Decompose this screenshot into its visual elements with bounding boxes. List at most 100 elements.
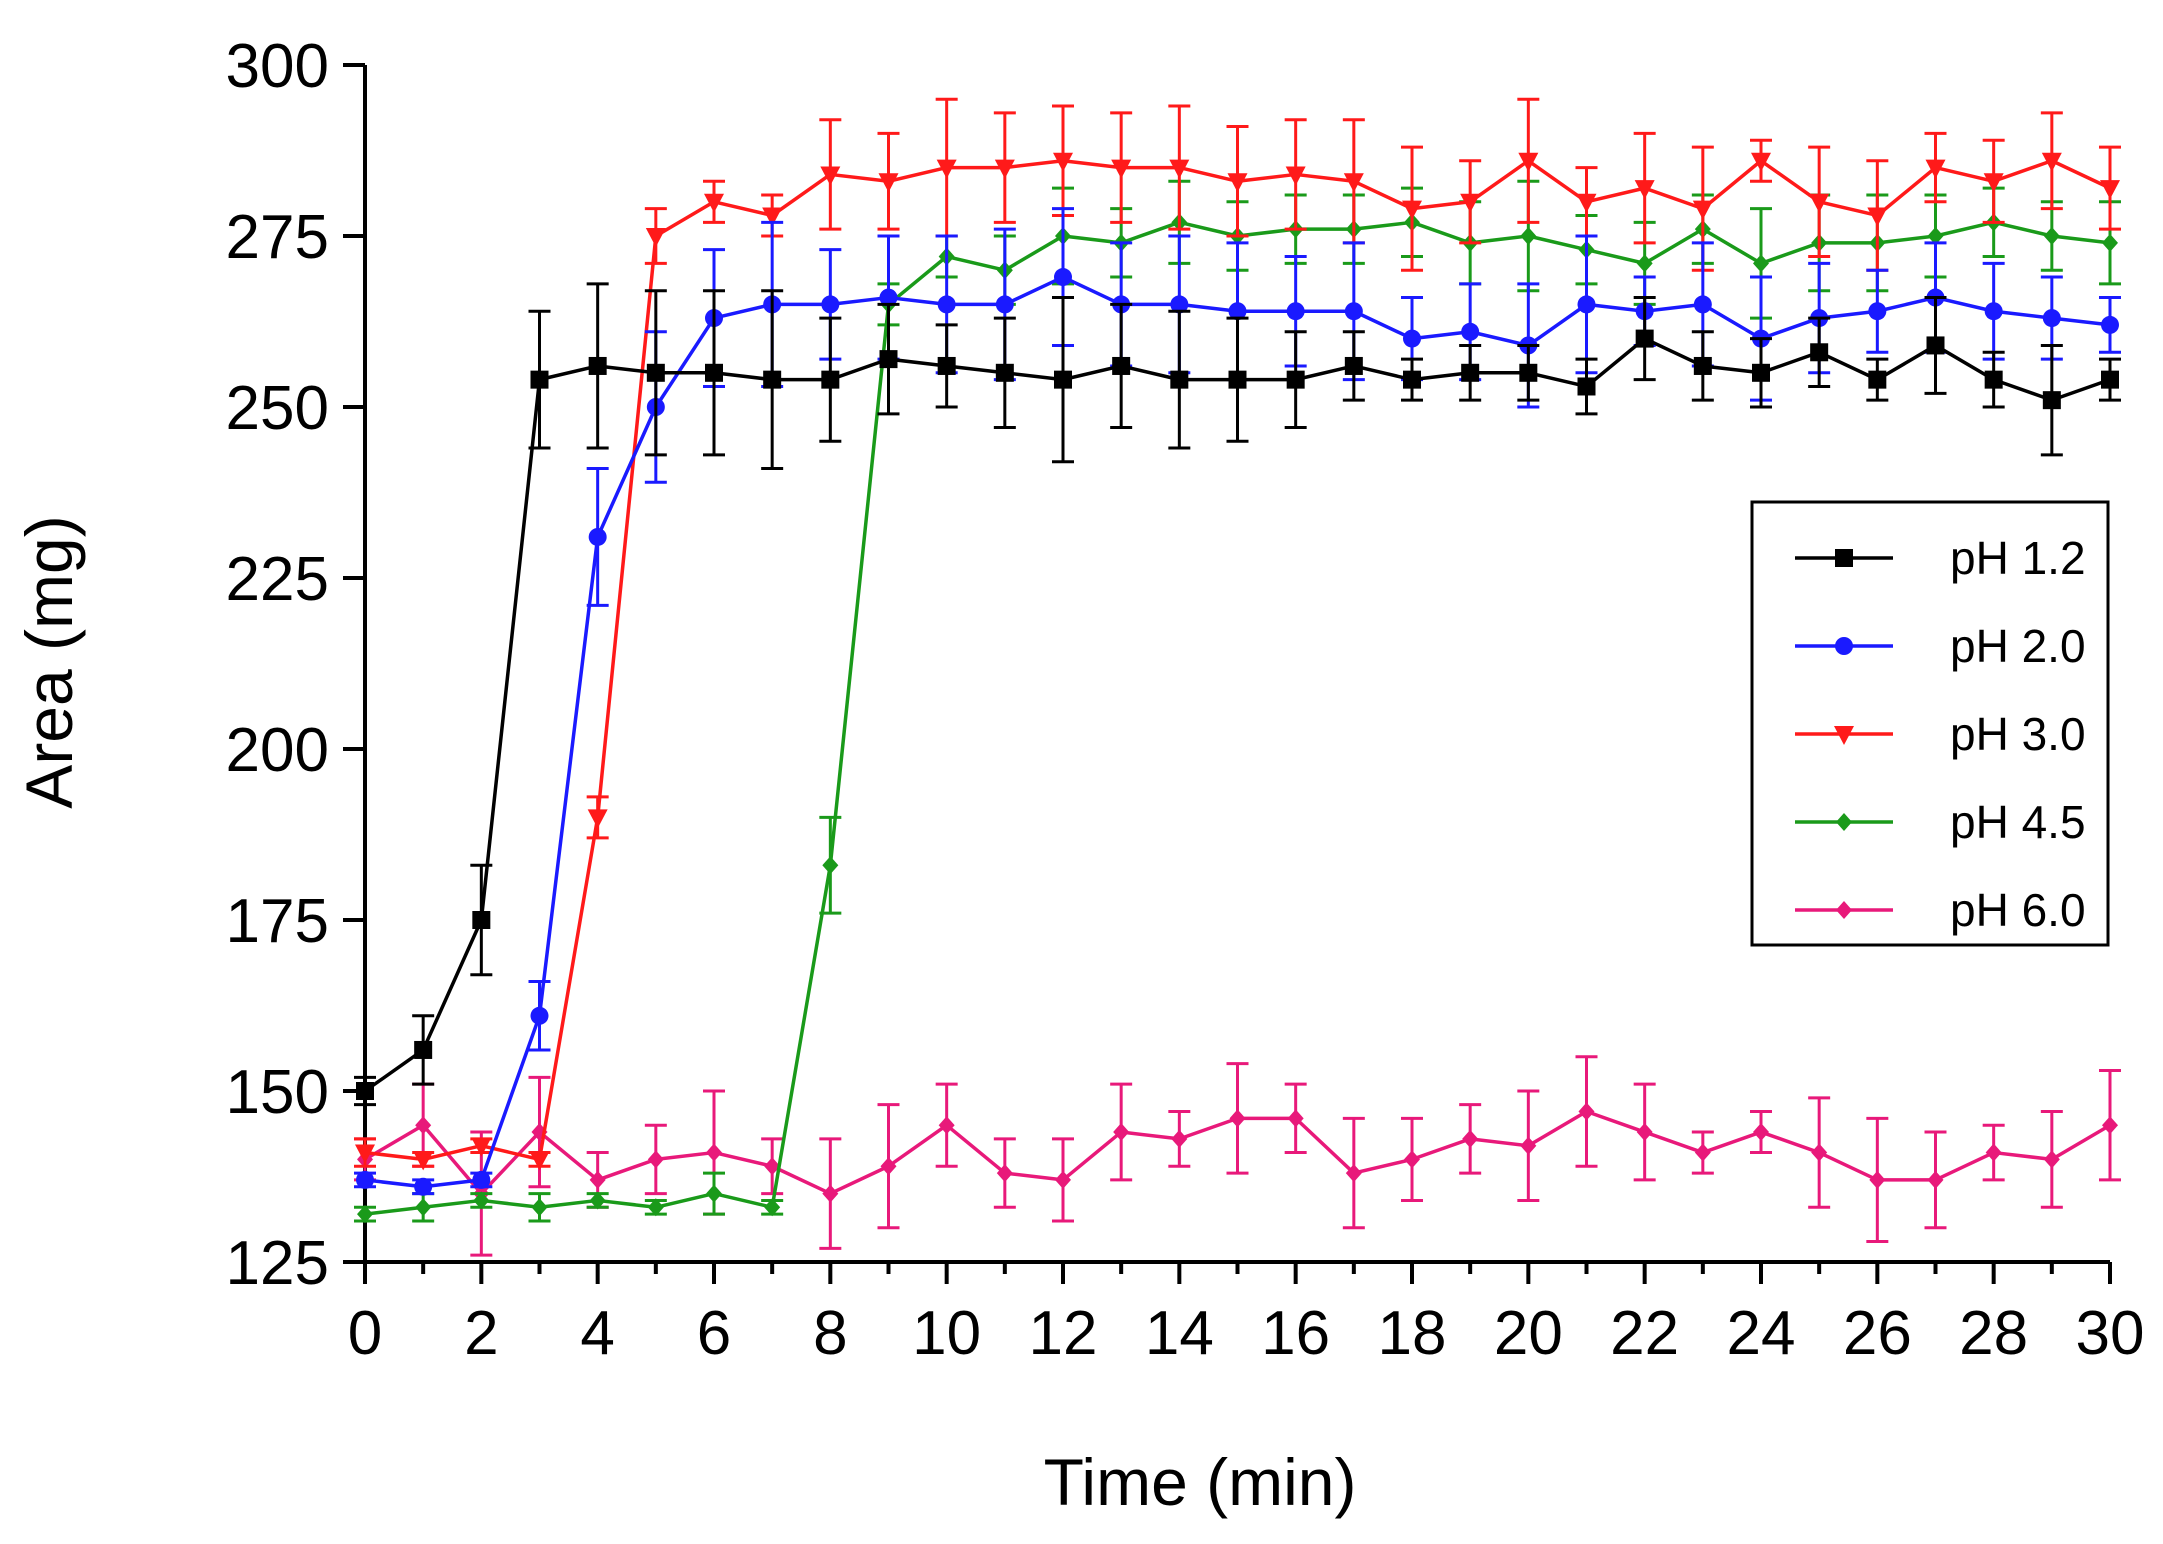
data-point — [1925, 159, 1946, 179]
data-point — [1753, 1123, 1769, 1142]
data-point — [1577, 295, 1596, 314]
data-point — [414, 1177, 433, 1196]
legend-label: pH 6.0 — [1950, 884, 2086, 936]
data-point — [415, 1116, 432, 1135]
data-point — [994, 159, 1015, 179]
data-point — [2043, 227, 2060, 245]
data-point — [937, 356, 956, 375]
data-point — [1170, 295, 1189, 314]
data-point — [646, 363, 665, 382]
data-point — [1344, 356, 1363, 375]
legend-item: pH 1.2 — [1795, 532, 2086, 584]
data-point — [356, 1082, 374, 1100]
data-point — [531, 1198, 548, 1217]
data-point — [995, 295, 1014, 314]
y-tick-label: 275 — [226, 203, 329, 272]
data-point — [1636, 1123, 1653, 1142]
data-point — [1983, 173, 2004, 193]
x-tick-label: 14 — [1145, 1299, 1214, 1368]
data-point — [1343, 173, 1364, 193]
data-point — [1404, 1150, 1420, 1169]
x-tick-label: 30 — [2076, 1299, 2145, 1368]
data-point — [822, 856, 839, 875]
data-point — [2041, 152, 2062, 172]
x-tick-label: 6 — [697, 1299, 731, 1368]
legend-marker — [1835, 637, 1853, 655]
data-point — [1461, 363, 1480, 382]
data-point — [1927, 227, 1944, 245]
data-point — [413, 1151, 434, 1171]
data-point — [1634, 180, 1655, 200]
data-point — [1228, 302, 1247, 321]
series-pH-3-0 — [354, 97, 2121, 1171]
legend-box — [1750, 500, 2110, 947]
data-point — [1345, 1164, 1362, 1183]
y-axis-ticks: 125 150 175 200 225 250 275 300 — [226, 32, 365, 1298]
y-tick-label: 125 — [226, 1229, 329, 1298]
legend-item: pH 6.0 — [1795, 884, 2086, 936]
legend-label: pH 3.0 — [1950, 708, 2086, 760]
data-point — [589, 1170, 606, 1189]
data-point — [1286, 370, 1305, 389]
legend-item: pH 4.5 — [1795, 796, 2086, 848]
data-point — [1577, 377, 1596, 396]
data-point — [1811, 1143, 1828, 1162]
x-tick-label: 28 — [1959, 1299, 2028, 1368]
data-point — [1460, 193, 1481, 213]
data-point — [1927, 1170, 1944, 1189]
data-point — [1461, 322, 1480, 341]
data-point — [530, 1006, 549, 1025]
legend-item: pH 2.0 — [1795, 620, 2086, 672]
x-tick-label: 0 — [348, 1299, 382, 1368]
y-tick-label: 225 — [226, 545, 329, 614]
data-point — [1169, 159, 1190, 179]
data-point — [1344, 302, 1363, 321]
data-point — [2102, 233, 2118, 252]
legend-marker — [1835, 549, 1853, 567]
data-point — [1286, 302, 1305, 321]
data-point — [880, 1157, 897, 1176]
plot-area — [354, 97, 2121, 1257]
x-tick-label: 20 — [1494, 1299, 1563, 1368]
x-tick-label: 22 — [1610, 1299, 1679, 1368]
data-point — [1403, 329, 1421, 348]
data-point — [878, 173, 899, 193]
data-point — [996, 1164, 1013, 1183]
data-point — [647, 1198, 664, 1217]
data-point — [357, 1205, 373, 1224]
data-point — [473, 1191, 490, 1210]
legend-label: pH 2.0 — [1950, 620, 2086, 672]
data-point — [764, 1157, 781, 1176]
data-point — [472, 1170, 491, 1189]
y-tick-label: 200 — [226, 716, 329, 785]
data-point — [2101, 370, 2119, 389]
legend-item: pH 3.0 — [1795, 708, 2086, 760]
data-point — [1112, 356, 1131, 375]
data-point — [821, 370, 840, 389]
data-point — [2043, 1150, 2060, 1169]
data-point — [1578, 1102, 1595, 1121]
data-point — [820, 166, 841, 186]
data-point — [1111, 159, 1132, 179]
data-point — [1519, 363, 1538, 382]
data-point — [1869, 1170, 1886, 1189]
data-point — [587, 809, 608, 829]
data-point — [1171, 1129, 1188, 1148]
data-point — [1636, 254, 1653, 273]
x-tick-label: 18 — [1378, 1299, 1447, 1368]
data-point — [1518, 152, 1539, 172]
x-tick-label: 12 — [1029, 1299, 1098, 1368]
data-point — [821, 295, 840, 314]
data-point — [1054, 370, 1072, 389]
data-point — [1867, 207, 1888, 227]
data-point — [647, 1150, 664, 1169]
data-point — [706, 1143, 722, 1162]
data-point — [822, 1184, 839, 1203]
data-point — [2042, 309, 2061, 328]
data-point — [2102, 1116, 2118, 1135]
data-point — [1054, 268, 1072, 287]
legend-marker — [1836, 813, 1852, 831]
x-tick-label: 2 — [464, 1299, 498, 1368]
